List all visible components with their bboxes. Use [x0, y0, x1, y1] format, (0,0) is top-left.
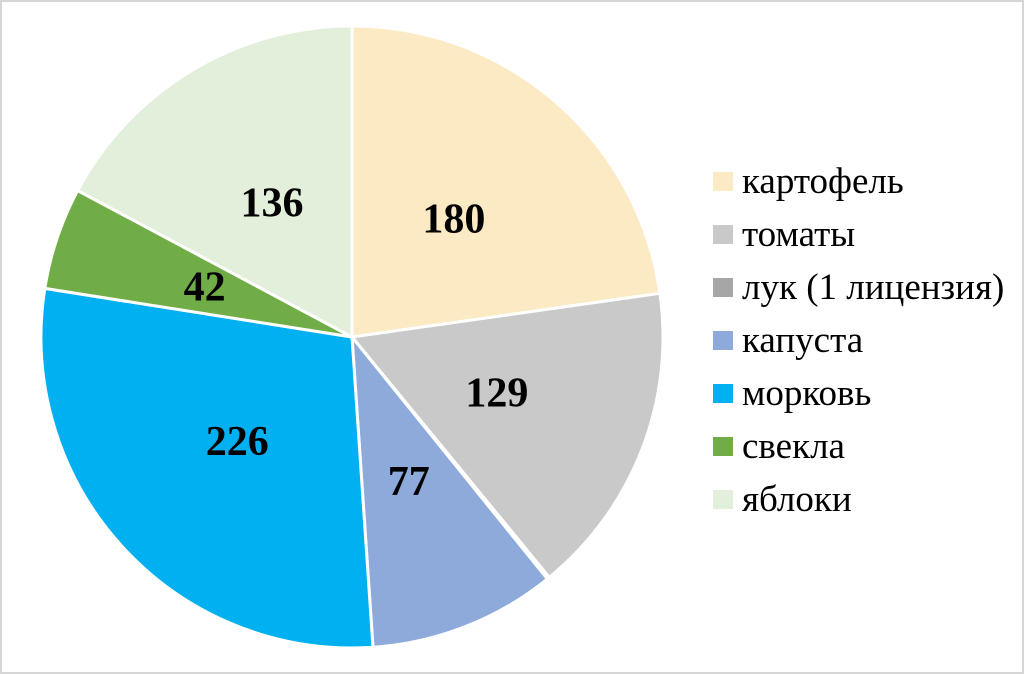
legend-item: морковь: [713, 367, 1004, 420]
chart-legend: картофель томаты лук (1 лицензия) капуста мо…: [713, 155, 1004, 526]
legend-label: картофель: [742, 161, 904, 202]
pie-slice-5: [39, 286, 375, 650]
slice-value-label: 226: [206, 419, 269, 465]
slice-value-label: 77: [388, 459, 430, 505]
pie-slice-4: [350, 335, 549, 649]
legend-item: капуста: [713, 314, 1004, 367]
legend-swatch: [713, 437, 733, 456]
slice-value-label: 42: [184, 265, 226, 311]
legend-swatch: [713, 225, 733, 244]
pie-slice-1: [350, 24, 662, 339]
legend-label: лук (1 лицензия): [742, 267, 1005, 308]
legend-item: свекла: [713, 420, 1004, 473]
legend-swatch: [713, 331, 733, 350]
legend-item: картофель: [713, 155, 1004, 208]
legend-label: свекла: [742, 426, 845, 467]
legend-swatch: [713, 384, 733, 403]
pie-slice-7: [76, 24, 354, 339]
legend-label: томаты: [742, 214, 856, 255]
legend-item: яблоки: [713, 473, 1004, 526]
legend-label: капуста: [742, 320, 864, 361]
legend-swatch: [713, 490, 733, 509]
legend-swatch: [713, 172, 733, 191]
legend-item: томаты: [713, 208, 1004, 261]
legend-label: морковь: [742, 373, 872, 414]
legend-swatch: [713, 278, 733, 297]
legend-label: яблоки: [742, 479, 852, 520]
slice-value-label: 129: [465, 370, 528, 416]
slice-value-label: 180: [422, 197, 485, 243]
slice-value-label: 136: [241, 181, 304, 227]
pie-slice-2: [350, 291, 665, 579]
legend-item: лук (1 лицензия): [713, 261, 1004, 314]
